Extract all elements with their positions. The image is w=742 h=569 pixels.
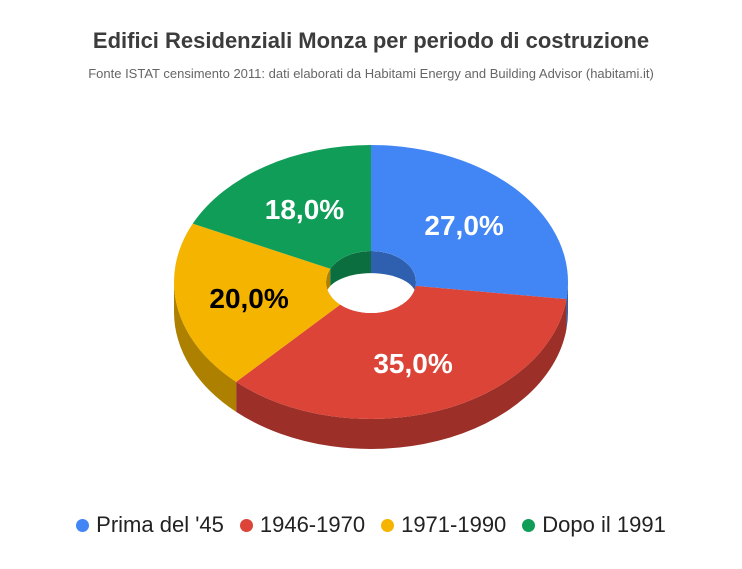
legend: Prima del '45 1946-1970 1971-1990 Dopo i… (0, 512, 742, 538)
legend-label: Dopo il 1991 (542, 512, 666, 537)
slice-3[interactable] (192, 145, 371, 269)
legend-swatch-icon (76, 518, 90, 532)
slice-label-3: 18,0% (265, 194, 344, 225)
slice-2[interactable] (174, 223, 341, 382)
slice-1[interactable] (236, 285, 567, 420)
legend-label: 1946-1970 (259, 512, 366, 537)
slice-0[interactable] (371, 145, 568, 300)
donut-hole (326, 273, 416, 313)
legend-item-dopo-il-1991[interactable]: Dopo il 1991 (522, 512, 666, 538)
legend-item-1971-1990[interactable]: 1971-1990 (381, 512, 506, 538)
slice-label-0: 27,0% (424, 210, 503, 241)
legend-label: 1971-1990 (401, 512, 507, 537)
legend-item-1946-1970[interactable]: 1946-1970 (239, 512, 366, 538)
chart-title: Edifici Residenziali Monza per periodo d… (92, 28, 650, 53)
legend-swatch-icon (239, 518, 253, 532)
legend-label: Prima del '45 (96, 512, 224, 537)
slice-side-2 (174, 282, 237, 412)
legend-swatch-icon (522, 518, 536, 532)
slice-label-1: 35,0% (373, 348, 452, 379)
slice-label-2: 20,0% (209, 283, 288, 314)
legend-swatch-icon (381, 518, 395, 532)
slice-side-0 (566, 282, 568, 330)
chart-subtitle: Fonte ISTAT censimento 2011: dati elabor… (88, 66, 654, 81)
legend-item-prima-del-45[interactable]: Prima del '45 (76, 512, 224, 538)
slice-side-1 (236, 299, 567, 449)
